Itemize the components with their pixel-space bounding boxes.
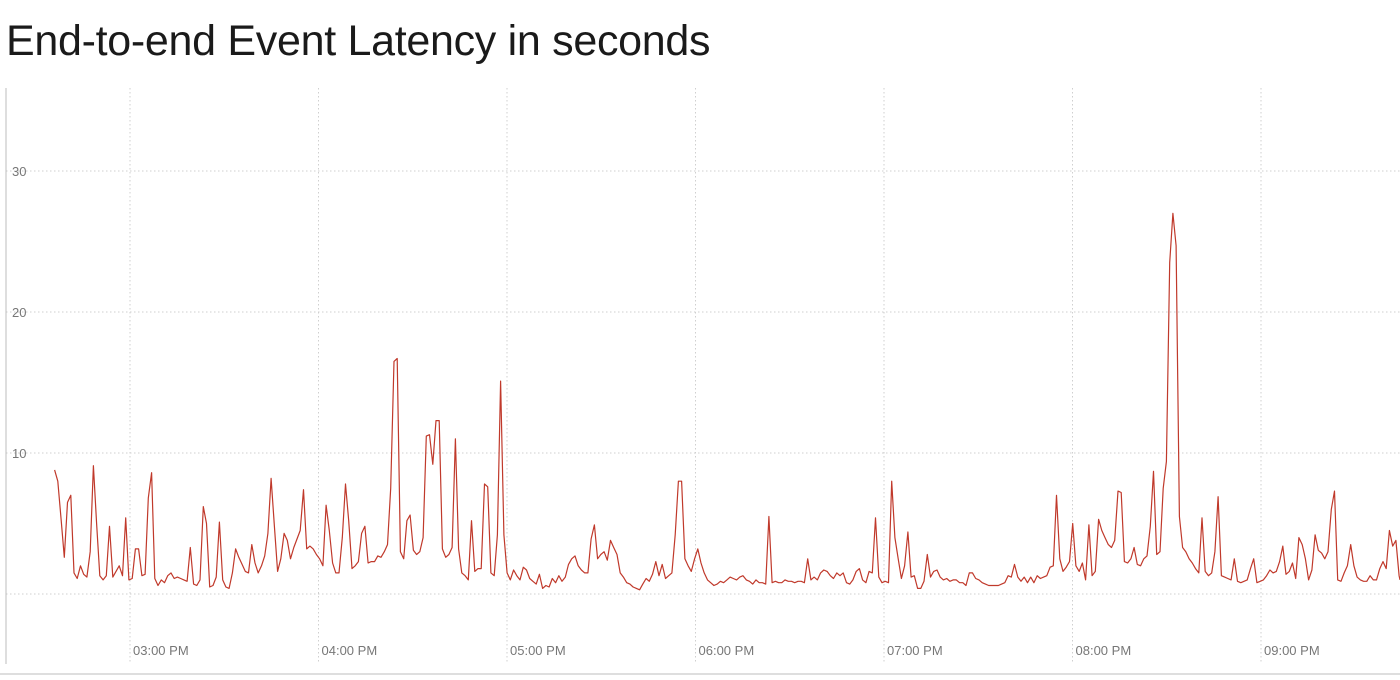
x-tick-label: 08:00 PM [1076,643,1132,658]
y-tick-label: 30 [12,164,26,179]
y-tick-labels: 10 20 30 [12,164,26,461]
x-tick-label: 06:00 PM [699,643,755,658]
x-tick-label: 04:00 PM [322,643,378,658]
series-group [54,212,1400,591]
latency-series-line [54,212,1400,591]
x-tick-label: 09:00 PM [1264,643,1320,658]
y-tick-label: 20 [12,305,26,320]
x-tick-label: 05:00 PM [510,643,566,658]
y-gridlines [6,170,1400,595]
y-tick-label: 10 [12,446,26,461]
x-tick-label: 07:00 PM [887,643,943,658]
x-gridlines [129,88,1262,664]
x-tick-labels: 03:00 PM 04:00 PM 05:00 PM 06:00 PM 07:00 PM… [133,643,1320,658]
chart-title: End-to-end Event Latency in seconds [6,17,711,65]
x-tick-label: 03:00 PM [133,643,189,658]
